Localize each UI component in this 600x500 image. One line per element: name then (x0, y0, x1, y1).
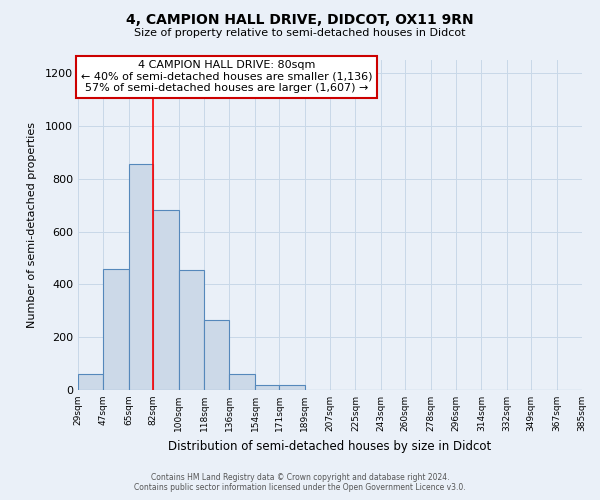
Text: 4, CAMPION HALL DRIVE, DIDCOT, OX11 9RN: 4, CAMPION HALL DRIVE, DIDCOT, OX11 9RN (126, 12, 474, 26)
Text: Contains HM Land Registry data © Crown copyright and database right 2024.
Contai: Contains HM Land Registry data © Crown c… (134, 473, 466, 492)
Bar (129, 164, 153, 390)
Bar (153, 210, 179, 390)
Text: 4 CAMPION HALL DRIVE: 80sqm
← 40% of semi-detached houses are smaller (1,136)
57: 4 CAMPION HALL DRIVE: 80sqm ← 40% of sem… (81, 60, 373, 93)
Bar (103, 268, 129, 390)
Bar (279, 385, 305, 390)
Bar (179, 270, 204, 390)
X-axis label: Distribution of semi-detached houses by size in Didcot: Distribution of semi-detached houses by … (169, 440, 491, 452)
Y-axis label: Number of semi-detached properties: Number of semi-detached properties (26, 122, 37, 328)
Bar (204, 320, 229, 390)
Text: Size of property relative to semi-detached houses in Didcot: Size of property relative to semi-detach… (134, 28, 466, 38)
Bar (78, 374, 103, 390)
Bar (255, 385, 279, 390)
Bar (229, 374, 255, 390)
